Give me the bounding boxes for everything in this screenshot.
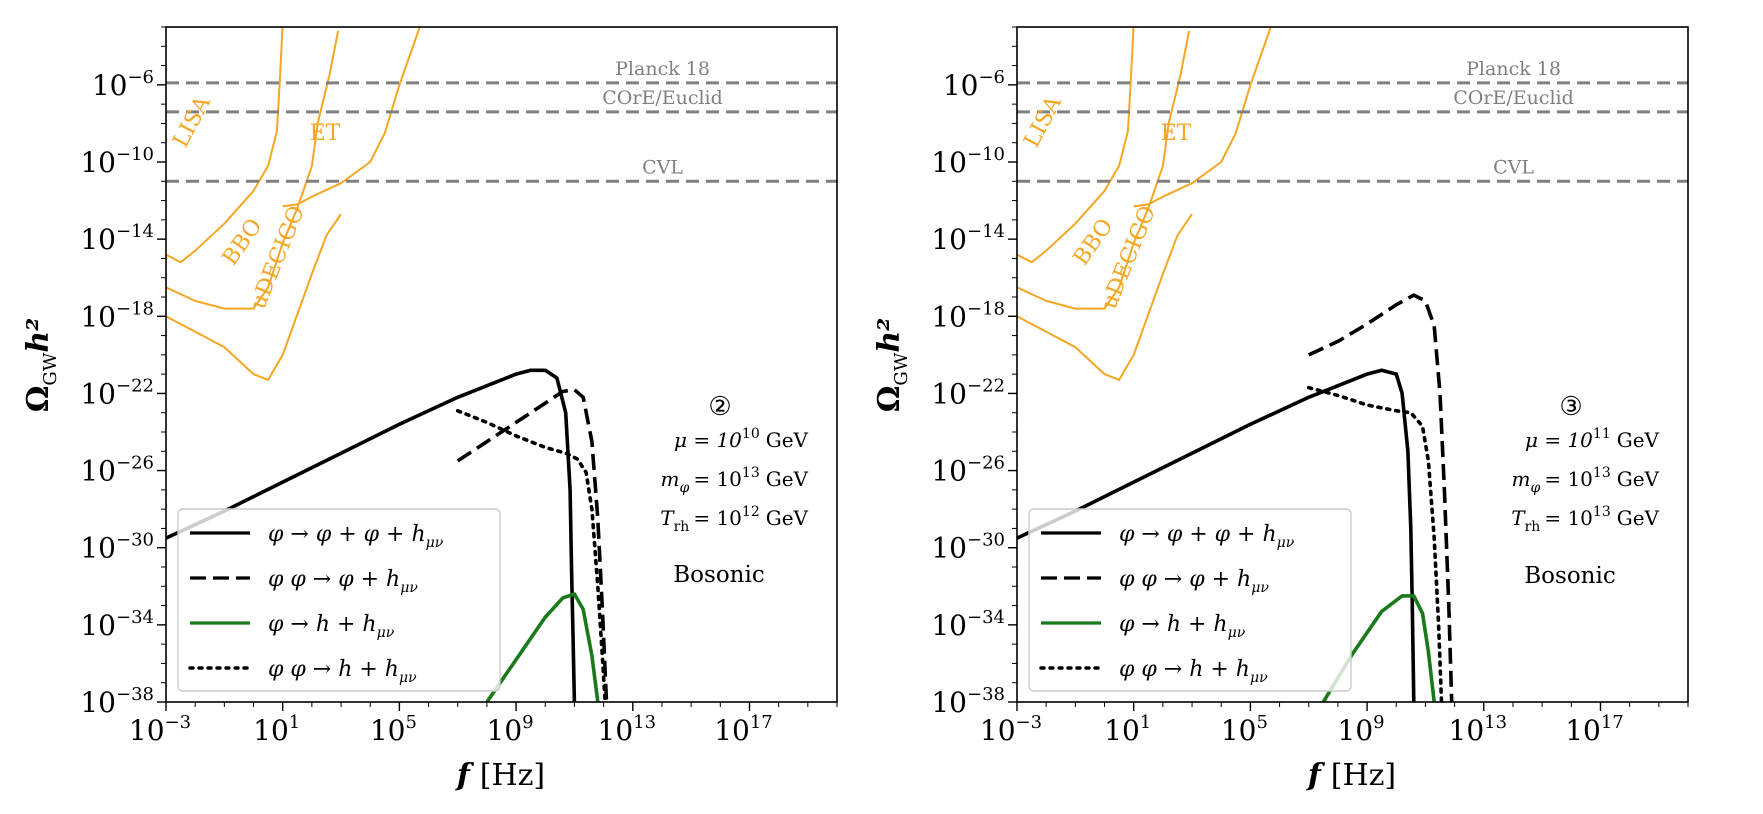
model-label: Bosonic	[673, 562, 764, 588]
y-tick-label: 10−34	[80, 607, 154, 642]
constraint-lines: Planck 18 COrE/Euclid CVL	[166, 58, 837, 183]
legend: φ → φ + φ + hμν φ φ → φ + hμν φ → h + hμ…	[177, 508, 501, 692]
y-tick-label: 10−26	[80, 453, 154, 488]
constraint-label-cvl: CVL	[642, 156, 683, 178]
x-tick-label: 10−3	[129, 712, 191, 747]
plot-frame	[165, 26, 838, 703]
y-tick-label: 10−38	[931, 684, 1005, 719]
benchmark-label: ②	[708, 392, 731, 422]
x-tick-label: 109	[487, 712, 534, 747]
panel-left: Planck 18 COrE/Euclid CVL 10−3 101 105 109 101…	[21, 26, 838, 793]
mu-label: μ = 1010 GeV	[674, 426, 809, 452]
benchmark-label: ③	[1559, 392, 1582, 422]
x-tick-label: 1013	[598, 712, 657, 747]
model-label: Bosonic	[1524, 563, 1615, 589]
mass-label: mφ = 1013 GeV	[661, 465, 809, 496]
series-line-phi-to-two-gravitons	[1321, 594, 1436, 702]
sensitivity-curve-lisa	[166, 27, 284, 264]
y-tick-label: 10−30	[80, 530, 154, 565]
series-line-phi-to-two-gravitons	[485, 592, 600, 702]
y-axis-label: ΩGWh²	[872, 318, 912, 413]
reheat-temp-label: Trh = 1013 GeV	[1511, 504, 1659, 535]
sensitivity-curve-udecigo	[166, 213, 342, 381]
x-tick-label: 1017	[714, 712, 773, 747]
legend-frame	[177, 508, 501, 692]
sensitivity-curves	[1017, 27, 1272, 381]
constraint-label-core-euclid: COrE/Euclid	[602, 87, 723, 109]
x-axis-label: f [Hz]	[1306, 758, 1396, 793]
sensitivity-curve-udecigo	[1017, 213, 1193, 381]
x-axis-label: f [Hz]	[455, 758, 545, 793]
legend-entry-phi-to-two-varphi-graviton: φ → φ + φ + hμν	[1119, 522, 1295, 551]
series-line-phiphi-to-two-gravitons	[1306, 385, 1444, 702]
series-line-phiphi-to-two-gravitons	[455, 408, 607, 702]
legend-entry-phiphi-to-two-gravitons: φ φ → h + hμν	[268, 657, 417, 686]
legend: φ → φ + φ + hμν φ φ → φ + hμν φ → h + hμ…	[1028, 508, 1352, 692]
y-tick-label: 10−6	[943, 67, 1005, 102]
legend-entry-phiphi-to-two-gravitons: φ φ → h + hμν	[1119, 657, 1268, 686]
sensitivity-curve-bbo	[166, 30, 340, 310]
x-tick-label: 105	[370, 712, 417, 747]
x-tick-label: 109	[1338, 712, 1385, 747]
panel-right: Planck 18 COrE/Euclid CVL 10−3 101 105 109 101…	[872, 26, 1689, 793]
constraint-label-core-euclid: COrE/Euclid	[1453, 87, 1574, 109]
model-curves	[1017, 293, 1454, 702]
sensitivity-curves	[166, 27, 421, 381]
reheat-temp-label: Trh = 1012 GeV	[660, 504, 808, 535]
mu-label: μ = 1011 GeV	[1525, 426, 1660, 452]
sens-label-et: ET	[310, 121, 341, 146]
sens-label-et: ET	[1161, 121, 1192, 146]
y-tick-label: 10−14	[80, 221, 154, 256]
legend-entry-phi-varphi-to-varphi-graviton: φ φ → φ + hμν	[1119, 567, 1269, 596]
series-line-phi-varphi-to-varphi-graviton	[456, 387, 609, 702]
series-line-phi-varphi-to-varphi-graviton	[1307, 293, 1454, 702]
y-tick-label: 10−14	[931, 221, 1005, 256]
legend-entry-phi-to-two-gravitons: φ → h + hμν	[1119, 612, 1246, 641]
constraint-label-planck-18: Planck 18	[615, 58, 710, 80]
y-tick-label: 10−10	[931, 144, 1005, 179]
y-tick-label: 10−22	[931, 375, 1005, 410]
y-tick-label: 10−18	[80, 298, 154, 333]
constraint-label-planck-18: Planck 18	[1466, 58, 1561, 80]
x-tick-label: 105	[1221, 712, 1268, 747]
legend-entry-phi-varphi-to-varphi-graviton: φ φ → φ + hμν	[268, 567, 418, 596]
sensitivity-curve-bbo	[1017, 30, 1191, 310]
y-tick-label: 10−18	[931, 298, 1005, 333]
plot-frame	[1016, 26, 1689, 703]
mass-label: mφ = 1013 GeV	[1512, 465, 1660, 496]
y-tick-label: 10−10	[80, 144, 154, 179]
series-line-phi-to-two-varphi-graviton	[166, 368, 577, 702]
x-tick-label: 101	[1104, 712, 1151, 747]
y-tick-label: 10−6	[92, 67, 154, 102]
constraint-lines: Planck 18 COrE/Euclid CVL	[1017, 58, 1688, 183]
y-tick-label: 10−38	[80, 684, 154, 719]
y-tick-label: 10−30	[931, 530, 1005, 565]
y-tick-label: 10−26	[931, 453, 1005, 488]
series-line-phi-to-two-varphi-graviton	[1017, 368, 1416, 702]
legend-entry-phi-to-two-varphi-graviton: φ → φ + φ + hμν	[268, 522, 444, 551]
y-tick-label: 10−34	[931, 607, 1005, 642]
sensitivity-curve-lisa	[1017, 27, 1135, 264]
legend-frame	[1028, 508, 1352, 692]
x-tick-label: 1017	[1565, 712, 1624, 747]
legend-entry-phi-to-two-gravitons: φ → h + hμν	[268, 612, 395, 641]
axis-ticks: 10−3 101 105 109 1013 1017 10−6 10−10 10−14 10−18…	[931, 26, 1689, 747]
y-axis-label: ΩGWh²	[21, 318, 61, 413]
x-tick-label: 10−3	[980, 712, 1042, 747]
x-tick-label: 101	[253, 712, 300, 747]
axis-ticks: 10−3 101 105 109 1013 1017 10−6 10−10 10−14 10−18…	[80, 26, 838, 747]
x-tick-label: 1013	[1449, 712, 1508, 747]
y-tick-label: 10−22	[80, 375, 154, 410]
constraint-label-cvl: CVL	[1493, 156, 1534, 178]
model-curves	[166, 368, 609, 702]
